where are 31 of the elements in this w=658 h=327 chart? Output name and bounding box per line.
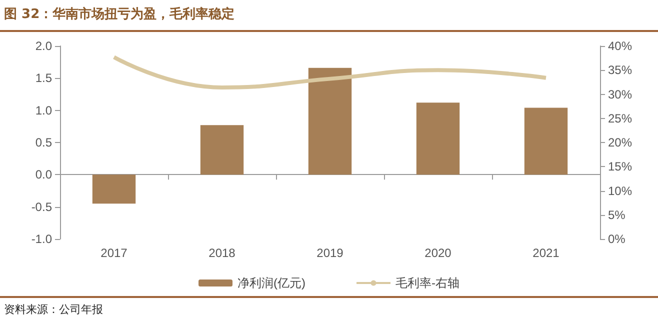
y2-tick-label: 5% xyxy=(608,208,626,222)
y-tick-label: -1.0 xyxy=(31,232,52,246)
y2-tick-label: 10% xyxy=(608,184,632,198)
y2-tick-label: 30% xyxy=(608,87,632,102)
y-tick-label: 0.0 xyxy=(35,168,52,182)
bar xyxy=(524,108,568,175)
legend-label: 毛利率-右轴 xyxy=(396,276,460,290)
y-tick-label: 1.0 xyxy=(35,103,52,118)
text: 资料来源：公司年报 xyxy=(4,302,103,317)
y-tick-label: -0.5 xyxy=(31,200,52,214)
chart-title: 图 32：华南市场扭亏为盈，毛利率稳定 xyxy=(4,6,235,23)
bar xyxy=(308,68,352,175)
y2-tick-label: 0% xyxy=(608,232,626,246)
x-tick-label: 2019 xyxy=(316,246,344,260)
legend-label: 净利润(亿元) xyxy=(238,276,306,290)
y2-tick-label: 40% xyxy=(608,39,632,53)
y-tick-label: 1.5 xyxy=(35,71,52,86)
y-tick-label: 0.5 xyxy=(35,136,52,150)
bar xyxy=(92,174,136,204)
bar xyxy=(200,125,244,175)
x-tick-label: 2021 xyxy=(532,246,560,260)
y2-tick-label: 15% xyxy=(608,160,632,174)
x-tick-label: 2017 xyxy=(100,246,128,260)
y-tick-label: 2.0 xyxy=(35,39,52,53)
x-tick-label: 2020 xyxy=(424,246,452,260)
y2-tick-label: 20% xyxy=(608,136,632,150)
x-tick-label: 2018 xyxy=(208,246,236,260)
y2-tick-label: 35% xyxy=(608,63,632,78)
bar xyxy=(416,102,460,175)
y2-tick-label: 25% xyxy=(608,111,632,126)
line-series xyxy=(112,55,548,90)
